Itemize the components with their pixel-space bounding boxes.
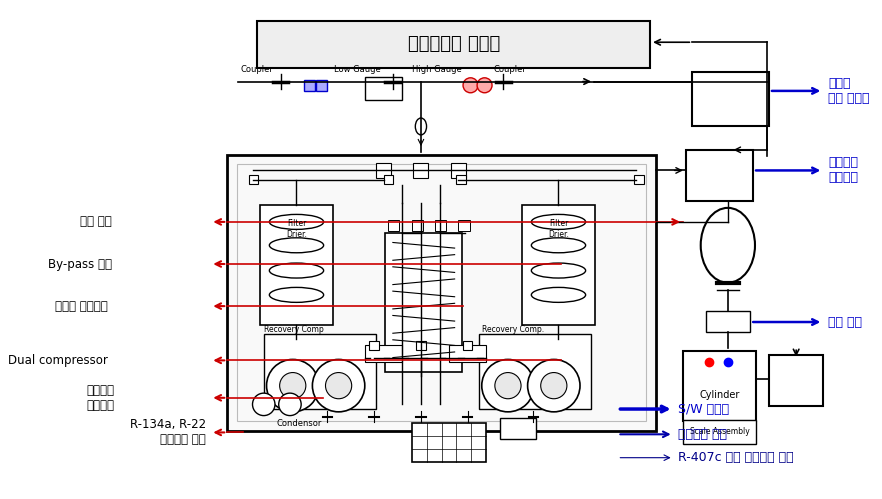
Text: Coupler: Coupler — [241, 65, 273, 74]
Text: Drier.: Drier. — [548, 231, 569, 240]
Text: Drier.: Drier. — [286, 231, 307, 240]
Bar — [683, 420, 756, 444]
Circle shape — [495, 373, 521, 399]
Bar — [384, 175, 392, 185]
Bar — [459, 220, 469, 231]
Bar — [385, 233, 462, 372]
Text: Cylinder: Cylinder — [699, 391, 740, 401]
Ellipse shape — [269, 263, 324, 278]
Bar — [449, 345, 487, 362]
Circle shape — [541, 373, 567, 399]
Text: Dual compressor: Dual compressor — [8, 354, 108, 367]
Bar — [258, 21, 650, 67]
Ellipse shape — [269, 238, 324, 253]
Bar — [435, 220, 446, 231]
Ellipse shape — [269, 287, 324, 302]
Text: High Gauge: High Gauge — [412, 65, 461, 74]
Bar — [522, 205, 595, 325]
Bar — [249, 175, 258, 185]
Bar — [376, 163, 391, 178]
Bar — [479, 334, 591, 409]
Bar — [365, 77, 402, 100]
Circle shape — [527, 359, 580, 412]
Circle shape — [312, 359, 365, 412]
Circle shape — [266, 359, 319, 412]
Circle shape — [280, 373, 306, 399]
Bar — [304, 80, 315, 91]
Text: 퍼지 탱크: 퍼지 탱크 — [80, 216, 112, 229]
Text: 퍼지 밸브: 퍼지 밸브 — [828, 315, 862, 328]
Bar — [412, 220, 422, 231]
Text: Low Gauge: Low Gauge — [334, 65, 381, 74]
Text: Recovery Comp: Recovery Comp — [264, 325, 324, 334]
Ellipse shape — [700, 208, 755, 283]
Bar — [388, 220, 400, 231]
Bar — [414, 163, 429, 178]
Text: S/W 최적화: S/W 최적화 — [678, 403, 729, 416]
Bar — [264, 334, 376, 409]
Text: 부품요소 개선: 부품요소 개선 — [678, 428, 728, 441]
Text: Filter: Filter — [549, 219, 568, 228]
Text: R-134a, R-22
회수기술 개발: R-134a, R-22 회수기술 개발 — [130, 419, 206, 447]
Circle shape — [279, 393, 301, 416]
Text: 열교환 액분리기: 열교환 액분리기 — [55, 299, 108, 312]
Circle shape — [325, 373, 352, 399]
Bar — [365, 345, 402, 362]
Bar — [451, 163, 466, 178]
Text: R-407c 냉매 회수기술 개발: R-407c 냉매 회수기술 개발 — [678, 451, 794, 464]
Bar — [463, 341, 473, 350]
Bar — [416, 341, 426, 350]
Text: Coupler: Coupler — [494, 65, 527, 74]
Bar — [769, 355, 823, 406]
Bar — [228, 155, 656, 431]
Circle shape — [463, 78, 478, 93]
Ellipse shape — [531, 287, 586, 302]
Bar — [412, 423, 487, 463]
Bar — [236, 164, 647, 421]
Text: 에어컨
히팅 시스템: 에어컨 히팅 시스템 — [828, 77, 870, 105]
Ellipse shape — [531, 263, 586, 278]
Bar — [370, 341, 379, 350]
Bar — [457, 175, 466, 185]
Text: 회수탱크
진공장치: 회수탱크 진공장치 — [86, 384, 114, 412]
Bar — [500, 418, 536, 439]
Bar — [706, 311, 751, 332]
Text: 폐철도차량 에어컨: 폐철도차량 에어컨 — [407, 35, 500, 53]
Bar — [683, 351, 756, 421]
Ellipse shape — [269, 215, 324, 230]
Text: Scale Assembly: Scale Assembly — [690, 428, 750, 437]
Text: Recovery Comp.: Recovery Comp. — [482, 325, 544, 334]
Circle shape — [477, 78, 492, 93]
Ellipse shape — [531, 215, 586, 230]
Circle shape — [252, 393, 275, 416]
Bar — [316, 80, 327, 91]
Bar — [634, 175, 644, 185]
Text: 퍼지가스
히팅장치: 퍼지가스 히팅장치 — [828, 156, 858, 185]
Circle shape — [482, 359, 534, 412]
Text: Filter: Filter — [287, 219, 306, 228]
Bar — [685, 150, 753, 201]
Bar — [260, 205, 333, 325]
Text: By-pass 기능: By-pass 기능 — [49, 257, 112, 270]
Text: Condensor: Condensor — [277, 419, 322, 428]
Ellipse shape — [415, 118, 427, 135]
Bar — [692, 72, 769, 126]
Ellipse shape — [531, 238, 586, 253]
